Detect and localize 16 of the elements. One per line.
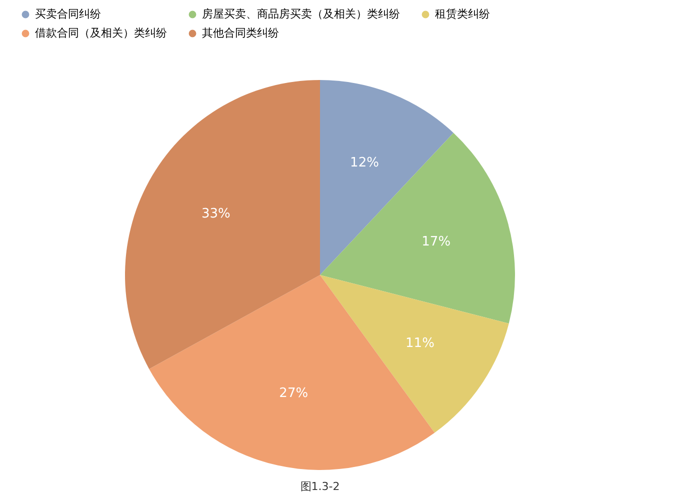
pie-slice	[125, 80, 320, 369]
data-label: 33%	[201, 206, 230, 222]
caption: 图1.3-2	[300, 480, 340, 493]
legend-label: 房屋买卖、商品房买卖（及相关）类纠纷	[202, 8, 400, 21]
legend-label: 买卖合同纠纷	[35, 8, 101, 21]
pie-slice	[320, 80, 454, 275]
pie-slice	[320, 132, 515, 324]
data-label: 12%	[350, 156, 379, 171]
legend-label: 其他合同类纠纷	[202, 26, 279, 40]
pie-slice	[149, 275, 435, 470]
data-label: 27%	[279, 386, 308, 401]
legend-label: 借款合同（及相关）类纠纷	[35, 26, 167, 40]
pie-slice	[320, 275, 509, 433]
data-label: 11%	[406, 336, 434, 351]
legend-label: 租赁类纠纷	[435, 8, 490, 21]
data-label: 17%	[422, 234, 451, 250]
